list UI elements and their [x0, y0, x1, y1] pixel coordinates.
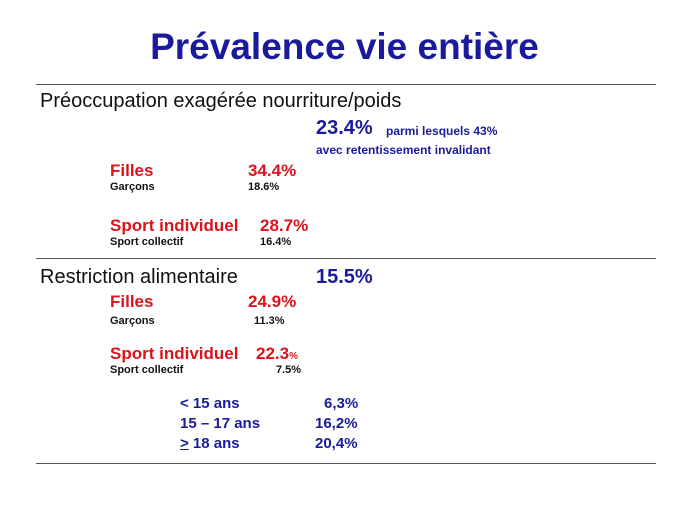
section2-sport-ind-value-percent: %: [289, 351, 298, 362]
section1-heading: Préoccupation exagérée nourriture/poids: [40, 90, 402, 112]
age-row-label: < 15 ans: [180, 395, 240, 412]
section2-total: 15.5%: [316, 266, 373, 288]
section1-sport-col-value: 16.4%: [260, 236, 292, 248]
age-row-label-text: 18 ans: [188, 435, 240, 452]
section1-note-line2: avec retentissement invalidant: [316, 143, 491, 157]
section1-total: 23.4%: [316, 117, 373, 139]
divider-middle: [36, 258, 656, 259]
section2-sport-ind-value-number: 22.3: [256, 344, 290, 363]
divider-bottom: [36, 463, 656, 464]
divider-top: [36, 84, 656, 85]
section2-filles-label: Filles: [110, 292, 154, 311]
age-row-label: > 18 ans: [180, 435, 240, 452]
section2-filles-value: 24.9%: [248, 292, 297, 311]
section1-filles-value: 34.4%: [248, 161, 297, 180]
section2-garcons-value: 11.3%: [254, 315, 285, 327]
section2-heading: Restriction alimentaire: [40, 266, 238, 288]
section2-sport-ind-value: 22.3%: [256, 344, 298, 364]
age-row-value: 20,4%: [315, 435, 358, 452]
age-row-label: 15 – 17 ans: [180, 415, 261, 432]
section2-sport-col-label: Sport collectif: [110, 364, 184, 376]
section2-sport-col-value: 7.5%: [276, 364, 302, 376]
section1-garcons-value: 18.6%: [248, 181, 280, 193]
section1-sport-col-label: Sport collectif: [110, 236, 184, 248]
section1-note-line1: parmi lesquels 43%: [386, 124, 498, 138]
section1-sport-ind-value: 28.7%: [260, 216, 309, 235]
section1-garcons-label: Garçons: [110, 181, 155, 193]
age-row-label-symbol: >: [180, 435, 189, 452]
age-row-value: 6,3%: [324, 395, 359, 412]
section1-filles-label: Filles: [110, 161, 154, 180]
section2-garcons-label: Garçons: [110, 315, 155, 327]
age-row-value: 16,2%: [315, 415, 358, 432]
section2-sport-ind-label: Sport individuel: [110, 344, 239, 363]
page-title: Prévalence vie entière: [150, 26, 539, 67]
section1-sport-ind-label: Sport individuel: [110, 216, 239, 235]
